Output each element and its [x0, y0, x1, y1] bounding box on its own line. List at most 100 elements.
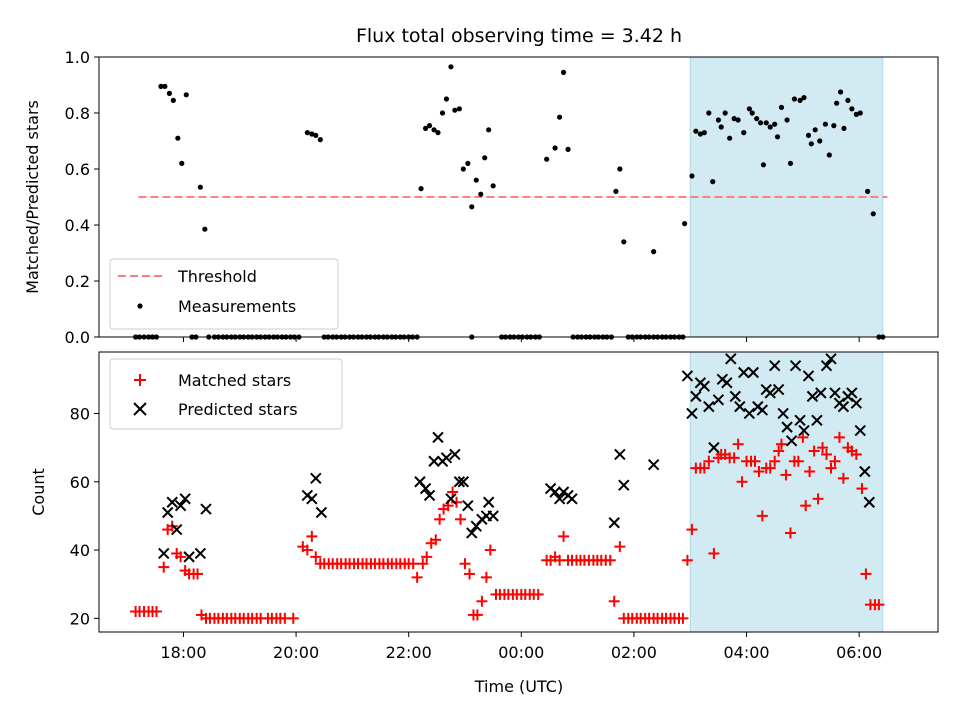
matched-star-point-67 — [430, 534, 442, 546]
matched-star-point-65 — [421, 551, 433, 563]
measurement-point-111 — [617, 166, 623, 172]
measurement-point-82 — [486, 127, 492, 133]
predicted-star-point-54 — [738, 366, 750, 379]
predicted-star-point-46 — [703, 400, 715, 413]
predicted-star-point-50 — [721, 377, 733, 389]
matched-star-point-167 — [856, 483, 868, 495]
predicted-star-point-66 — [789, 359, 802, 372]
measurement-point-137 — [722, 110, 728, 116]
predicted-star-point-63 — [777, 407, 789, 420]
matched-star-point-156 — [808, 445, 820, 457]
predicted-star-point-23 — [457, 476, 470, 488]
predicted-star-point-33 — [553, 493, 566, 505]
measurement-point-149 — [772, 121, 778, 127]
measurement-point-112 — [621, 239, 627, 245]
matched-star-point-78 — [476, 595, 488, 607]
predicted-star-point-61 — [768, 359, 781, 372]
matched-star-point-131 — [708, 547, 720, 559]
predicted-star-point-32 — [549, 486, 561, 498]
top-y-axis-label: Matched/Predicted stars — [23, 100, 42, 294]
predicted-star-point-65 — [785, 435, 798, 447]
measurement-point-151 — [778, 104, 785, 110]
matched-star-point-129 — [698, 462, 710, 474]
measurement-point-159 — [812, 127, 818, 133]
top-y-tick-label-3: 0.6 — [65, 160, 90, 179]
measurement-point-42 — [317, 137, 323, 143]
measurement-point-153 — [787, 160, 794, 166]
matched-star-point-37 — [301, 544, 313, 556]
measurement-point-162 — [826, 152, 832, 158]
measurement-point-169 — [853, 111, 859, 117]
legend-measurements-label: Measurements — [178, 297, 296, 316]
matched-star-point-62 — [407, 558, 419, 570]
measurement-point-70 — [435, 130, 441, 136]
measurement-point-129 — [689, 173, 695, 179]
measurement-point-142 — [746, 106, 752, 112]
matched-star-point-168 — [860, 568, 872, 580]
matched-star-point-91 — [532, 588, 544, 600]
predicted-star-point-0 — [158, 547, 170, 560]
x-tick-label-2: 22:00 — [386, 643, 432, 662]
matched-star-point-73 — [455, 513, 467, 525]
measurement-point-39 — [304, 130, 310, 136]
predicted-star-point-38 — [614, 448, 626, 461]
predicted-star-point-62 — [772, 383, 785, 396]
predicted-star-point-47 — [708, 441, 720, 454]
predicted-star-point-40 — [647, 458, 660, 471]
measurement-point-128 — [682, 221, 688, 227]
predicted-star-point-36 — [566, 493, 578, 505]
measurement-point-140 — [735, 117, 741, 123]
matched-star-point-157 — [812, 493, 824, 505]
predicted-star-point-74 — [825, 353, 837, 365]
legend-measurements-swatch — [137, 303, 143, 309]
measurement-point-152 — [784, 117, 790, 123]
measurement-point-12 — [183, 92, 189, 98]
matched-star-point-160 — [825, 462, 837, 474]
matched-star-point-145 — [764, 462, 776, 474]
x-tick-label-1: 20:00 — [273, 643, 319, 662]
matched-star-point-146 — [769, 455, 781, 467]
matched-star-point-124 — [677, 612, 689, 624]
matched-star-point-6 — [158, 561, 170, 573]
top-panel: 0.0 0.2 0.4 0.6 0.8 1.0 Matched/Predicted sta… — [23, 48, 939, 347]
predicted-star-point-79 — [846, 387, 858, 399]
measurement-point-40 — [309, 131, 315, 137]
matched-star-point-137 — [732, 438, 744, 450]
predicted-star-point-1 — [161, 506, 174, 519]
measurement-point-155 — [797, 97, 803, 103]
matched-star-point-71 — [447, 486, 459, 498]
matched-star-point-126 — [686, 524, 698, 536]
x-tick-label-3: 00:00 — [498, 643, 544, 662]
matched-star-point-162 — [833, 431, 845, 443]
matched-star-point-14 — [192, 568, 204, 580]
predicted-star-point-6 — [183, 551, 195, 563]
predicted-star-point-16 — [428, 455, 440, 467]
measurement-point-138 — [727, 135, 733, 141]
measurement-point-73 — [448, 64, 454, 70]
matched-star-point-38 — [306, 530, 318, 542]
measurement-point-41 — [313, 132, 319, 138]
measurement-point-156 — [801, 95, 807, 101]
measurement-point-77 — [465, 160, 471, 166]
measurement-point-15 — [197, 184, 203, 190]
measurement-point-171 — [865, 188, 871, 194]
predicted-star-point-75 — [829, 387, 841, 399]
predicted-star-point-51 — [725, 353, 737, 365]
predicted-star-point-19 — [440, 452, 453, 464]
predicted-star-point-42 — [686, 407, 698, 420]
measurement-point-166 — [841, 125, 847, 131]
measurement-point-79 — [473, 177, 479, 183]
measurement-point-68 — [426, 123, 433, 129]
measurement-point-71 — [439, 110, 446, 116]
measurement-point-99 — [565, 146, 571, 152]
top-y-tick-label-1: 0.2 — [65, 272, 90, 291]
matched-star-point-159 — [821, 448, 833, 460]
predicted-star-point-24 — [462, 499, 474, 512]
matched-star-point-107 — [604, 554, 616, 566]
predicted-star-point-30 — [487, 510, 499, 522]
predicted-star-point-67 — [794, 414, 806, 426]
matched-star-point-108 — [608, 595, 620, 607]
measurement-point-81 — [482, 155, 488, 161]
measurement-point-127 — [651, 249, 657, 255]
